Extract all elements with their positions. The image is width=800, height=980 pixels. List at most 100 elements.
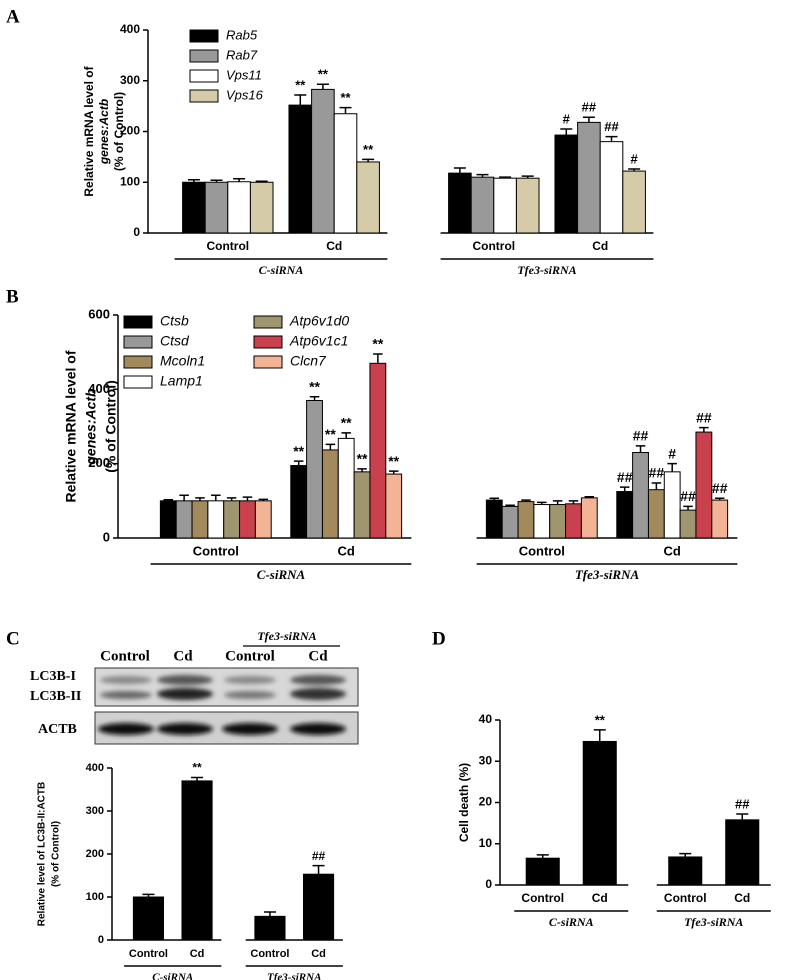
x-tick-label: Control (206, 239, 249, 253)
error-bar (309, 396, 320, 401)
legend-label: Rab7 (226, 47, 258, 62)
bar (181, 780, 213, 941)
error-bar (560, 128, 573, 136)
bar (159, 500, 177, 539)
significance-label: ** (318, 67, 329, 82)
error-bar (521, 499, 531, 502)
significance-label: ## (604, 119, 619, 134)
significance-label: ** (363, 142, 374, 157)
error-bar (339, 106, 352, 114)
group-label: Tfe3-siRNA (575, 567, 640, 582)
error-bar (699, 426, 709, 433)
error-bar (187, 178, 200, 183)
bar (501, 505, 519, 539)
group-label: C-siRNA (257, 567, 306, 582)
group-label: C-siRNA (549, 915, 594, 929)
significance-label: ** (357, 451, 368, 467)
legend-label: Lamp1 (160, 373, 203, 389)
y-tick-label: 200 (88, 455, 110, 470)
significance-label: ## (735, 796, 750, 811)
x-tick-label: Control (250, 948, 289, 960)
bar (223, 500, 241, 539)
significance-label: ** (372, 336, 383, 352)
x-tick-label: Control (519, 543, 565, 558)
legend-swatch (253, 335, 283, 349)
y-tick-label: 30 (479, 753, 493, 767)
bar (632, 452, 649, 539)
legend-swatch (253, 315, 283, 329)
legend-swatch (189, 29, 219, 43)
blot-image (94, 667, 359, 745)
bar (647, 489, 665, 539)
y-axis-label: Relative level of LC3B-II:ACTB (37, 782, 48, 926)
bar (599, 141, 624, 234)
bar (663, 471, 681, 539)
x-tick-label: Control (193, 543, 239, 558)
error-bar (605, 135, 618, 142)
x-tick-label: Cd (338, 543, 355, 558)
error-bar (362, 158, 375, 162)
bar (182, 181, 206, 234)
error-bar (714, 497, 725, 501)
x-tick-label: Control (521, 891, 564, 905)
bar (582, 740, 617, 886)
bar (517, 501, 535, 539)
significance-label: ## (312, 849, 326, 863)
x-tick-label: Cd (326, 239, 342, 253)
significance-label: # (630, 151, 638, 166)
y-tick-label: 0 (103, 529, 110, 544)
bar (622, 170, 646, 234)
significance-label: ** (388, 453, 399, 469)
error-bar (552, 500, 563, 505)
error-bar (325, 443, 336, 450)
error-bar (619, 486, 630, 492)
bar (288, 104, 313, 234)
bar (356, 161, 380, 234)
significance-label: ## (712, 480, 728, 496)
legend-label: Atp6v1d0 (289, 313, 349, 329)
legend-swatch (123, 355, 153, 369)
bar (668, 856, 703, 886)
bar (725, 819, 760, 886)
error-bar (537, 501, 547, 505)
y-tick-label: 20 (479, 795, 493, 809)
error-bar (191, 776, 204, 781)
blot-row: LC3B-I (30, 669, 76, 684)
legend-label: Ctsd (160, 333, 190, 349)
bar (204, 181, 229, 234)
x-tick-label: Control (472, 239, 515, 253)
y-tick-label: 100 (86, 891, 104, 903)
error-bar (195, 497, 205, 501)
bar (175, 500, 193, 539)
y-axis-label: (% of Control) (112, 92, 126, 171)
x-tick-label: Cd (592, 891, 608, 905)
y-tick-label: 400 (86, 762, 104, 774)
bar (448, 172, 472, 234)
x-tick-label: Cd (664, 543, 681, 558)
x-tick-label: Control (129, 948, 168, 960)
blot-row: LC3B-II (30, 689, 81, 704)
significance-label: ** (340, 90, 351, 105)
y-tick-label: 0 (485, 877, 492, 891)
error-bar (211, 494, 221, 501)
y-axis-label: Relative mRNA level of (63, 350, 79, 502)
legend-label: Vps16 (226, 87, 264, 102)
error-bar (179, 494, 189, 501)
error-bar (453, 167, 466, 174)
significance-label: ** (309, 378, 320, 394)
y-tick-label: 10 (479, 836, 493, 850)
error-bar (316, 83, 329, 90)
y-tick-label: 40 (479, 712, 493, 726)
bar (227, 181, 251, 234)
error-bar (489, 497, 500, 501)
bar (679, 509, 697, 539)
blot-lane: Cd (308, 648, 328, 664)
legend-swatch (123, 375, 153, 389)
error-bar (593, 729, 606, 742)
error-bar (521, 175, 534, 179)
bar (321, 449, 339, 539)
legend-label: Mcoln1 (160, 353, 205, 369)
legend-label: Ctsb (160, 313, 189, 329)
bar (302, 873, 335, 941)
significance-label: ## (649, 465, 665, 481)
